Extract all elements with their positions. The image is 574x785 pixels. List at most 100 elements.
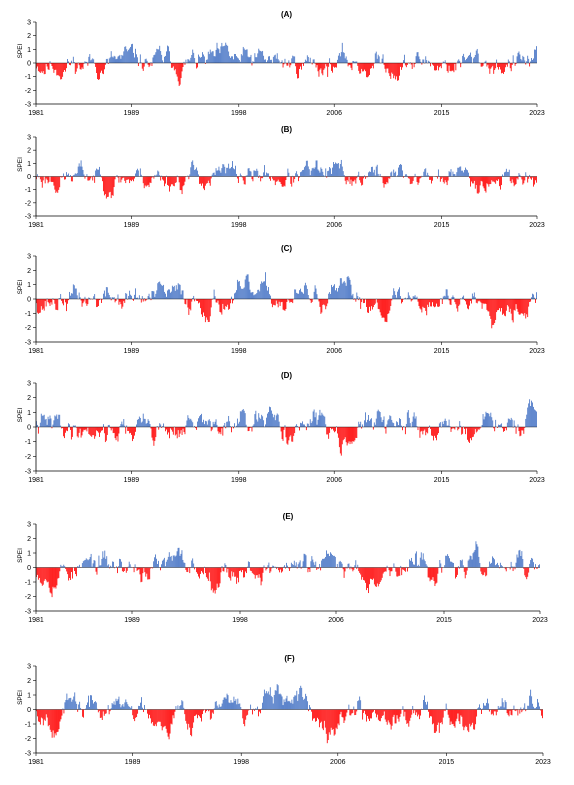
bar (505, 702, 507, 710)
bar (456, 567, 458, 575)
bar (213, 424, 215, 427)
bar (469, 299, 470, 306)
bar (39, 63, 41, 73)
bar (42, 176, 44, 181)
bar (266, 172, 267, 177)
bar (346, 427, 348, 446)
bar (539, 564, 540, 568)
bar (206, 567, 208, 579)
bar (293, 427, 295, 436)
bar (427, 172, 429, 177)
bar (203, 709, 204, 711)
bar (483, 703, 484, 710)
bar (102, 551, 104, 568)
bar (478, 707, 479, 710)
bar (191, 420, 193, 427)
bar (512, 176, 514, 183)
bar (390, 567, 392, 572)
bar (144, 176, 146, 186)
bar (518, 550, 520, 568)
bar (342, 171, 344, 177)
bar (105, 709, 107, 714)
bar (89, 298, 91, 299)
bar (270, 695, 272, 710)
bar (435, 299, 436, 307)
bar (204, 63, 206, 64)
bar (92, 58, 94, 63)
bar (170, 427, 172, 430)
bar (464, 709, 466, 728)
bar (426, 565, 428, 568)
bar (274, 420, 276, 427)
bar (485, 176, 487, 193)
bar (109, 57, 111, 63)
bar (294, 176, 296, 180)
bar (503, 299, 505, 316)
bar (457, 167, 459, 177)
bar (298, 562, 300, 568)
bar (153, 709, 155, 727)
bar (527, 407, 529, 427)
bar (265, 59, 266, 63)
bar (432, 709, 434, 724)
bar (520, 707, 522, 710)
bar (383, 63, 385, 65)
bar (477, 427, 479, 430)
bar (150, 176, 152, 184)
bar (70, 567, 72, 580)
bar (185, 567, 187, 570)
bar (359, 176, 361, 181)
bar (376, 299, 378, 303)
bar (332, 709, 334, 730)
bar (403, 176, 404, 178)
bar (336, 563, 338, 568)
bar (350, 63, 352, 68)
bar (372, 567, 373, 580)
bar (39, 299, 41, 313)
bar (294, 565, 296, 568)
bar (78, 292, 80, 299)
bar (85, 558, 87, 568)
bar (126, 176, 128, 180)
bar (121, 421, 123, 427)
bar (477, 53, 479, 63)
bar (321, 560, 323, 568)
bar (139, 706, 141, 710)
bar (230, 299, 232, 304)
bar (450, 63, 452, 72)
bar (312, 167, 314, 177)
bar (395, 426, 397, 427)
bar (384, 427, 386, 429)
bar (497, 562, 498, 568)
bar (439, 63, 441, 67)
bar (257, 421, 259, 427)
bar (270, 410, 272, 427)
bar (488, 63, 490, 69)
bar (310, 423, 312, 427)
bar (112, 704, 114, 710)
bar (200, 709, 201, 718)
bar (496, 299, 498, 313)
bar (414, 564, 415, 568)
bar (281, 567, 282, 573)
bar (496, 176, 498, 181)
bar (254, 170, 256, 177)
bar (491, 299, 493, 329)
bar (158, 49, 160, 63)
bars (36, 684, 543, 744)
y-tick-label: -3 (25, 609, 31, 616)
bar (115, 698, 117, 710)
bar (213, 172, 215, 177)
bar (423, 699, 424, 710)
bar (56, 414, 58, 427)
bar (210, 427, 212, 432)
bar (304, 554, 306, 568)
bar (119, 299, 121, 302)
bar (107, 63, 109, 64)
bar (516, 299, 518, 309)
bar (346, 277, 348, 299)
bar (227, 167, 229, 177)
bar (60, 63, 62, 80)
bar (214, 174, 216, 177)
bar (485, 567, 487, 577)
